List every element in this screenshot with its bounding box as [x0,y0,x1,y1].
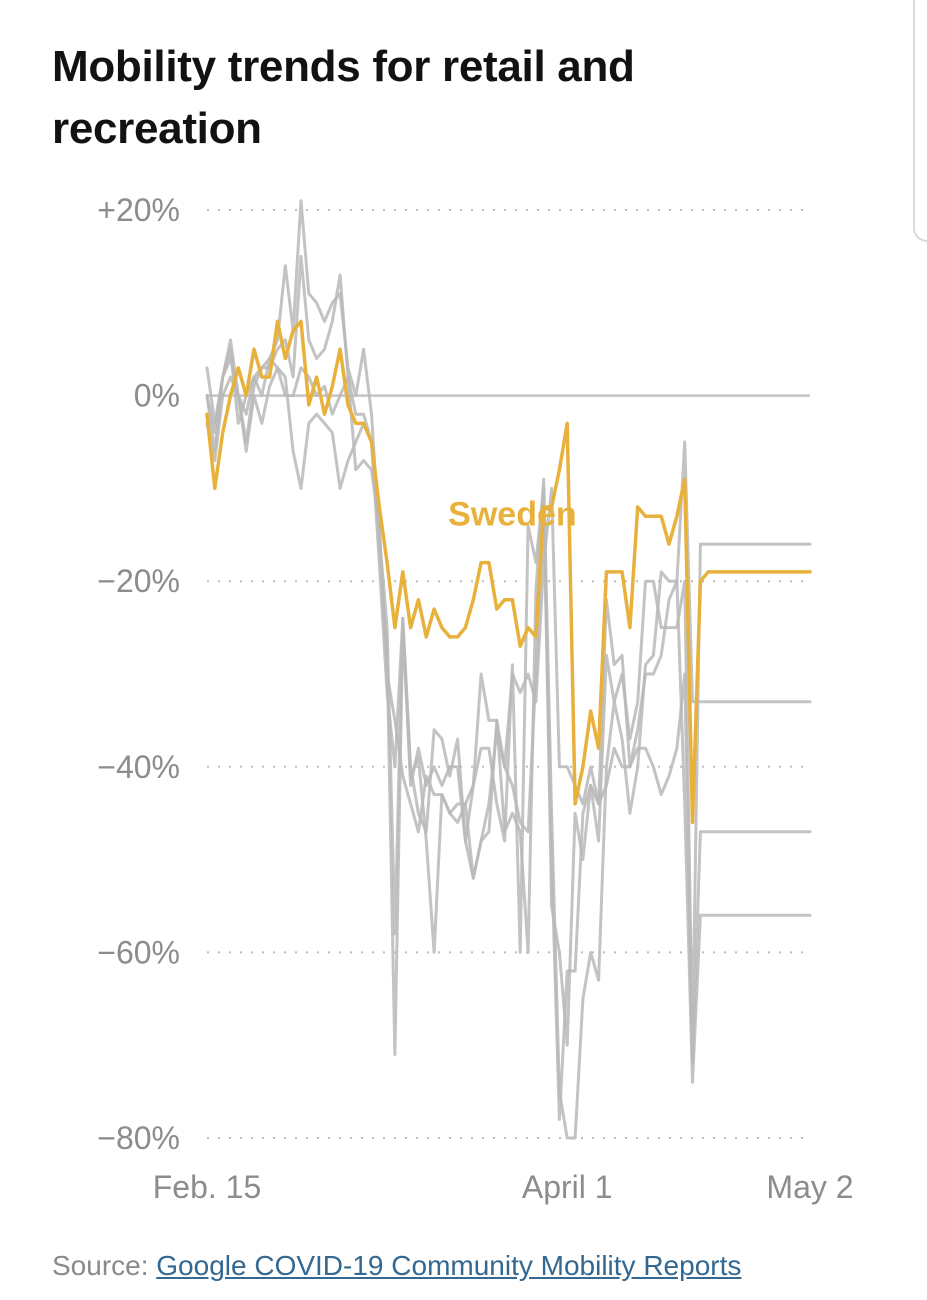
line-chart: +20% 0% −20% −40% −60% −80% Feb. 15 April 1 May … [97,192,853,1205]
series-line-other [205,366,812,1047]
source-link[interactable]: Google COVID-19 Community Mobility Repor… [156,1250,742,1281]
y-tick-label: −20% [97,563,180,599]
scrollbar-edge[interactable] [913,0,927,242]
y-tick-label: −60% [97,934,180,970]
y-tick-label: −80% [97,1120,180,1156]
x-tick-label: Feb. 15 [153,1169,262,1205]
source-note: Source: Google COVID-19 Community Mobili… [52,1250,741,1282]
series-line-other [205,347,812,1066]
series-line-other [205,199,812,1140]
series-label-sweden: Sweden [448,496,576,534]
y-tick-label: −40% [97,749,180,785]
chart-title: Mobility trends for retail and recreatio… [52,42,635,153]
series-line-other [205,254,812,1121]
y-tick-label: 0% [134,378,180,414]
series-line-sweden [205,319,812,825]
source-prefix: Source: [52,1250,149,1281]
y-tick-label: +20% [97,192,180,228]
x-tick-label: April 1 [522,1169,613,1205]
x-tick-label: May 2 [766,1169,853,1205]
